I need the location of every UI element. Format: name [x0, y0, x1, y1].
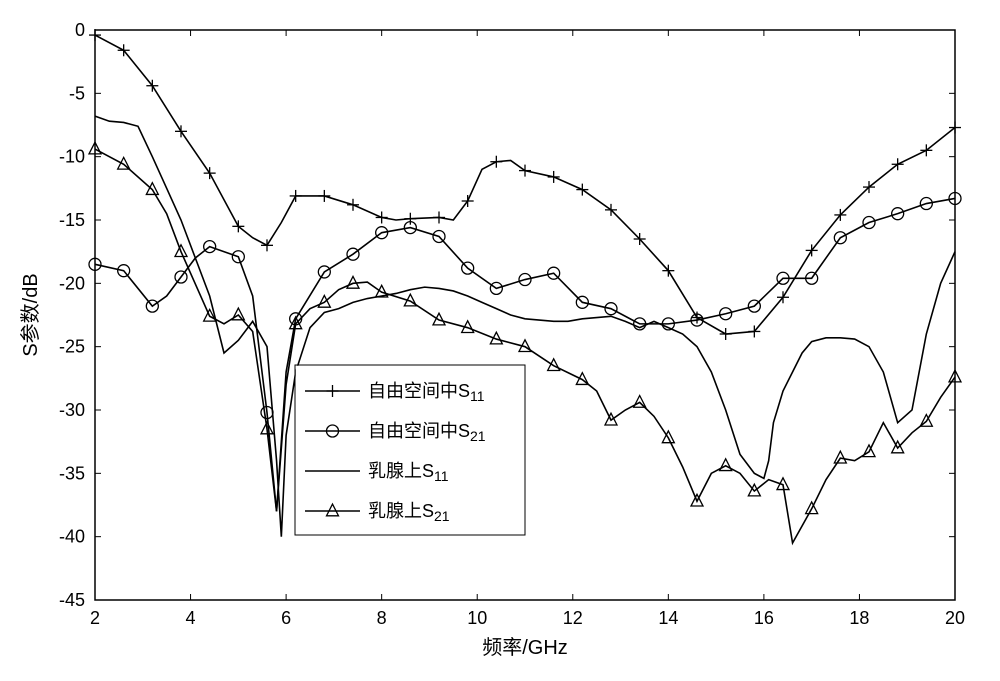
y-axis-label: S参数/dB [19, 273, 42, 356]
x-tick-label: 6 [281, 608, 291, 628]
legend-label: 自由空间中S21 [368, 421, 486, 444]
series-line [95, 35, 955, 334]
x-tick-label: 10 [467, 608, 487, 628]
y-tick-label: -35 [59, 463, 85, 483]
y-tick-label: -25 [59, 337, 85, 357]
x-tick-label: 18 [849, 608, 869, 628]
x-tick-label: 16 [754, 608, 774, 628]
x-tick-label: 12 [563, 608, 583, 628]
x-tick-label: 14 [658, 608, 678, 628]
y-tick-label: -45 [59, 590, 85, 610]
x-axis-label: 频率/GHz [482, 636, 568, 659]
y-tick-label: -10 [59, 147, 85, 167]
x-tick-label: 4 [186, 608, 196, 628]
y-tick-label: -5 [69, 83, 85, 103]
chart-svg: 2 4 6 8 10 12 14 16 18 20 -45 -40 -35 -30 -25 -20 -15 -10… [0, 0, 1000, 681]
y-tick-label: -20 [59, 273, 85, 293]
y-tick-label: -30 [59, 400, 85, 420]
y-tick-label: -40 [59, 527, 85, 547]
x-tick-label: 8 [377, 608, 387, 628]
y-tick-label: 0 [75, 20, 85, 40]
x-tick-label: 2 [90, 608, 100, 628]
chart-container: 2 4 6 8 10 12 14 16 18 20 -45 -40 -35 -30 -25 -20 -15 -10… [0, 0, 1000, 681]
legend-label: 自由空间中S11 [368, 381, 485, 404]
x-tick-label: 20 [945, 608, 965, 628]
y-tick-label: -15 [59, 210, 85, 230]
